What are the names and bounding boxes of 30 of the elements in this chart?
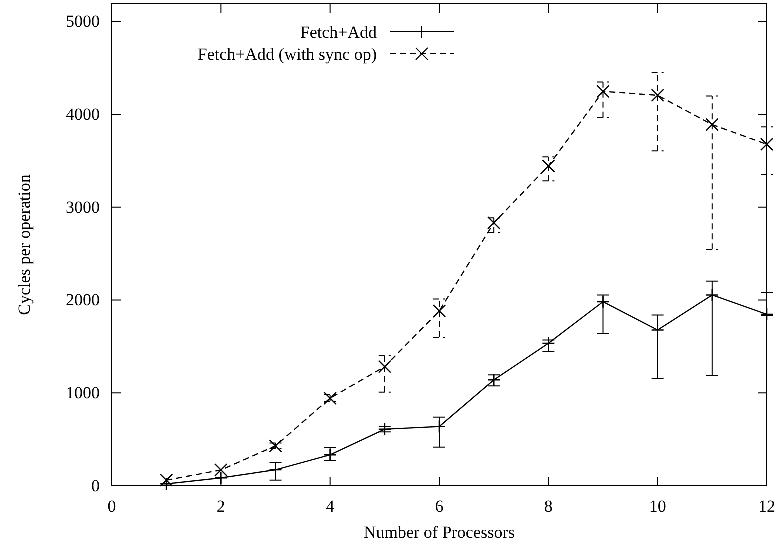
x-tick-label: 10 [649, 497, 666, 516]
point [542, 160, 556, 173]
point [160, 474, 174, 488]
point [324, 392, 337, 406]
y-tick-label: 4000 [66, 104, 100, 124]
legend-label: Fetch+Add [300, 22, 378, 42]
x-tick-label: 12 [758, 497, 776, 516]
y-tick-label: 0 [92, 476, 100, 496]
point [651, 88, 664, 102]
x-tick-label: 4 [326, 497, 336, 516]
point [596, 84, 610, 98]
x-tick-label: 0 [108, 497, 116, 516]
point [214, 464, 228, 477]
y-tick-label: 1000 [66, 384, 100, 403]
point [487, 216, 501, 230]
x-tick-label: 8 [544, 497, 553, 516]
x-tick-label: 6 [435, 497, 444, 516]
y-tick-label: 3000 [66, 198, 100, 217]
legend-label: Fetch+Add (with sync op) [198, 44, 377, 64]
point [432, 304, 446, 318]
point [760, 138, 774, 152]
y-axis-title: Cycles per operation [15, 174, 34, 316]
x-axis-title: Number of Processors [364, 523, 516, 542]
point [378, 422, 392, 436]
y-tick-label: 5000 [66, 12, 100, 32]
point [269, 439, 282, 453]
point [378, 360, 392, 374]
x-tick-label: 2 [216, 497, 226, 516]
point [706, 118, 720, 132]
y-tick-label: 2000 [66, 290, 100, 310]
